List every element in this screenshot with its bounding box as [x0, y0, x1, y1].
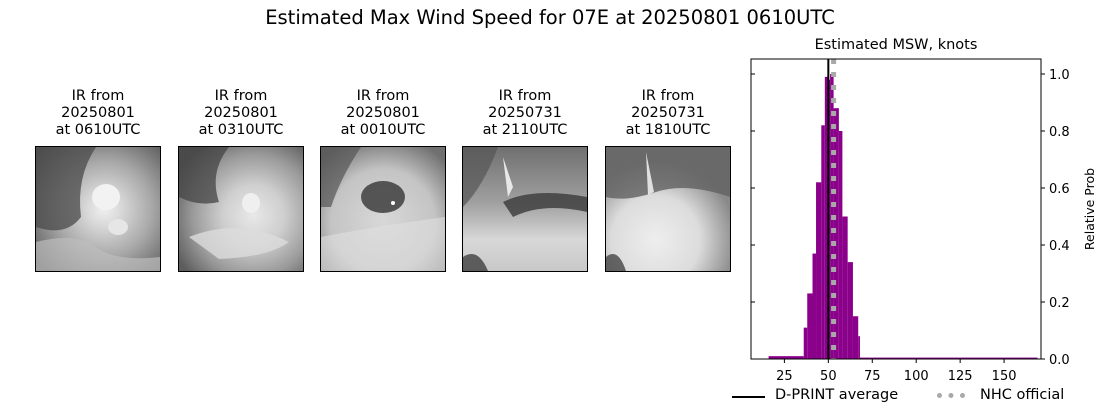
plot-frame: [750, 58, 1042, 360]
chart-title: Estimated MSW, knots: [814, 37, 978, 53]
histogram-bar: [768, 356, 804, 359]
figure-title: Estimated Max Wind Speed for 07E at 2025…: [265, 6, 835, 29]
y-tick-label: 0.4: [1049, 239, 1070, 254]
x-tick-label: 125: [948, 369, 973, 384]
panel-title-line: IR from: [356, 88, 410, 104]
panel-title-line: IR from: [214, 88, 268, 104]
panel-title-line: at 2110UTC: [482, 122, 568, 138]
panel-title-line: 20250731: [488, 105, 562, 121]
ir-panel-1: IR from 20250801 at 0610UTC: [35, 88, 161, 272]
ir-panel-2: IR from 20250801 at 0310UTC: [178, 88, 304, 272]
panel-title-line: IR from: [641, 88, 695, 104]
x-axis-ticks: 25 50 75 100 125 150: [776, 359, 1017, 384]
y-tick-label: 0.8: [1049, 125, 1070, 140]
histogram-bar: [858, 336, 860, 359]
panel-title: IR from 20250801 at 0010UTC: [320, 88, 446, 142]
panel-title-line: IR from: [71, 88, 125, 104]
reference-lines: [827, 59, 837, 359]
histogram-bar: [838, 131, 843, 359]
y-tick-label: 1.0: [1049, 68, 1070, 83]
ir-satellite-image: [462, 146, 588, 272]
x-tick-label: 25: [776, 369, 793, 384]
y-tick-label: 0.6: [1049, 182, 1070, 197]
y-axis-ticks: 0.0 0.2 0.4 0.6 0.8 1.0: [751, 68, 1070, 368]
histogram-bar: [821, 125, 825, 359]
histogram-bar: [859, 357, 1038, 359]
panel-title: IR from 20250801 at 0310UTC: [178, 88, 304, 142]
panel-title: IR from 20250801 at 0610UTC: [35, 88, 161, 142]
solid-line-icon: [732, 396, 765, 398]
y-axis-label: Relative Prob: [1082, 168, 1097, 250]
histogram-bar: [833, 108, 839, 359]
ir-satellite-image: [605, 146, 731, 272]
ir-panel-4: IR from 20250731 at 2110UTC: [462, 88, 588, 272]
histogram-bar: [842, 216, 848, 359]
x-tick-label: 150: [992, 369, 1017, 384]
ir-satellite-image: [320, 146, 446, 272]
histogram-bar: [807, 293, 813, 359]
legend-label: D-PRINT average: [775, 387, 899, 403]
histogram-bar: [824, 76, 829, 359]
x-tick-label: 100: [904, 369, 929, 384]
dotted-line-icon: [937, 393, 965, 398]
histogram-bar: [816, 182, 822, 359]
legend-label: NHC official: [980, 387, 1065, 403]
histogram-bar: [852, 316, 859, 359]
panel-title-line: at 0610UTC: [55, 122, 141, 138]
histogram-bar: [803, 327, 808, 359]
panel-title: IR from 20250731 at 1810UTC: [605, 88, 731, 142]
ir-satellite-image: [35, 146, 161, 272]
panel-title-line: at 0010UTC: [340, 122, 426, 138]
y-tick-label: 0.2: [1049, 296, 1070, 311]
panel-title-line: 20250801: [204, 105, 278, 121]
histogram-bar: [847, 262, 853, 359]
x-tick-label: 50: [820, 369, 837, 384]
histogram-bar: [812, 253, 817, 359]
panel-title: IR from 20250731 at 2110UTC: [462, 88, 588, 142]
y-tick-label: 0.0: [1049, 353, 1070, 368]
panel-title-line: 20250801: [61, 105, 135, 121]
panel-title-line: IR from: [498, 88, 552, 104]
panel-title-line: at 1810UTC: [625, 122, 711, 138]
x-tick-label: 75: [864, 369, 881, 384]
panel-title-line: 20250731: [631, 105, 705, 121]
panel-title-line: at 0310UTC: [198, 122, 284, 138]
ir-panel-5: IR from 20250731 at 1810UTC: [605, 88, 731, 272]
histogram-bars: [768, 74, 1038, 359]
ir-panel-3: IR from 20250801 at 0010UTC: [320, 88, 446, 272]
ir-satellite-image: [178, 146, 304, 272]
panel-title-line: 20250801: [346, 105, 420, 121]
